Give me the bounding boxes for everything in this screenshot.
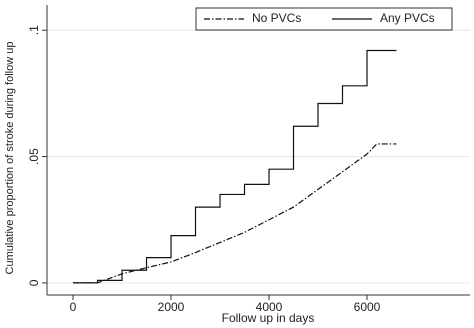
series-line xyxy=(73,143,397,284)
y-tick-label: .1 xyxy=(27,25,41,35)
y-tick-label: 0 xyxy=(27,279,41,286)
x-axis-title: Follow up in days xyxy=(222,311,315,325)
series-line xyxy=(73,49,397,284)
legend-label: Any PVCs xyxy=(380,11,435,25)
legend-label: No PVCs xyxy=(252,11,301,25)
y-axis-title: Cumulative proportion of stroke during f… xyxy=(4,42,16,275)
x-tick-label: 6000 xyxy=(354,300,381,314)
y-tick-label: .05 xyxy=(27,148,41,165)
x-tick-label: 4000 xyxy=(256,300,283,314)
legend-box xyxy=(195,7,453,31)
x-tick-label: 2000 xyxy=(158,300,185,314)
x-tick-label: 0 xyxy=(70,300,77,314)
